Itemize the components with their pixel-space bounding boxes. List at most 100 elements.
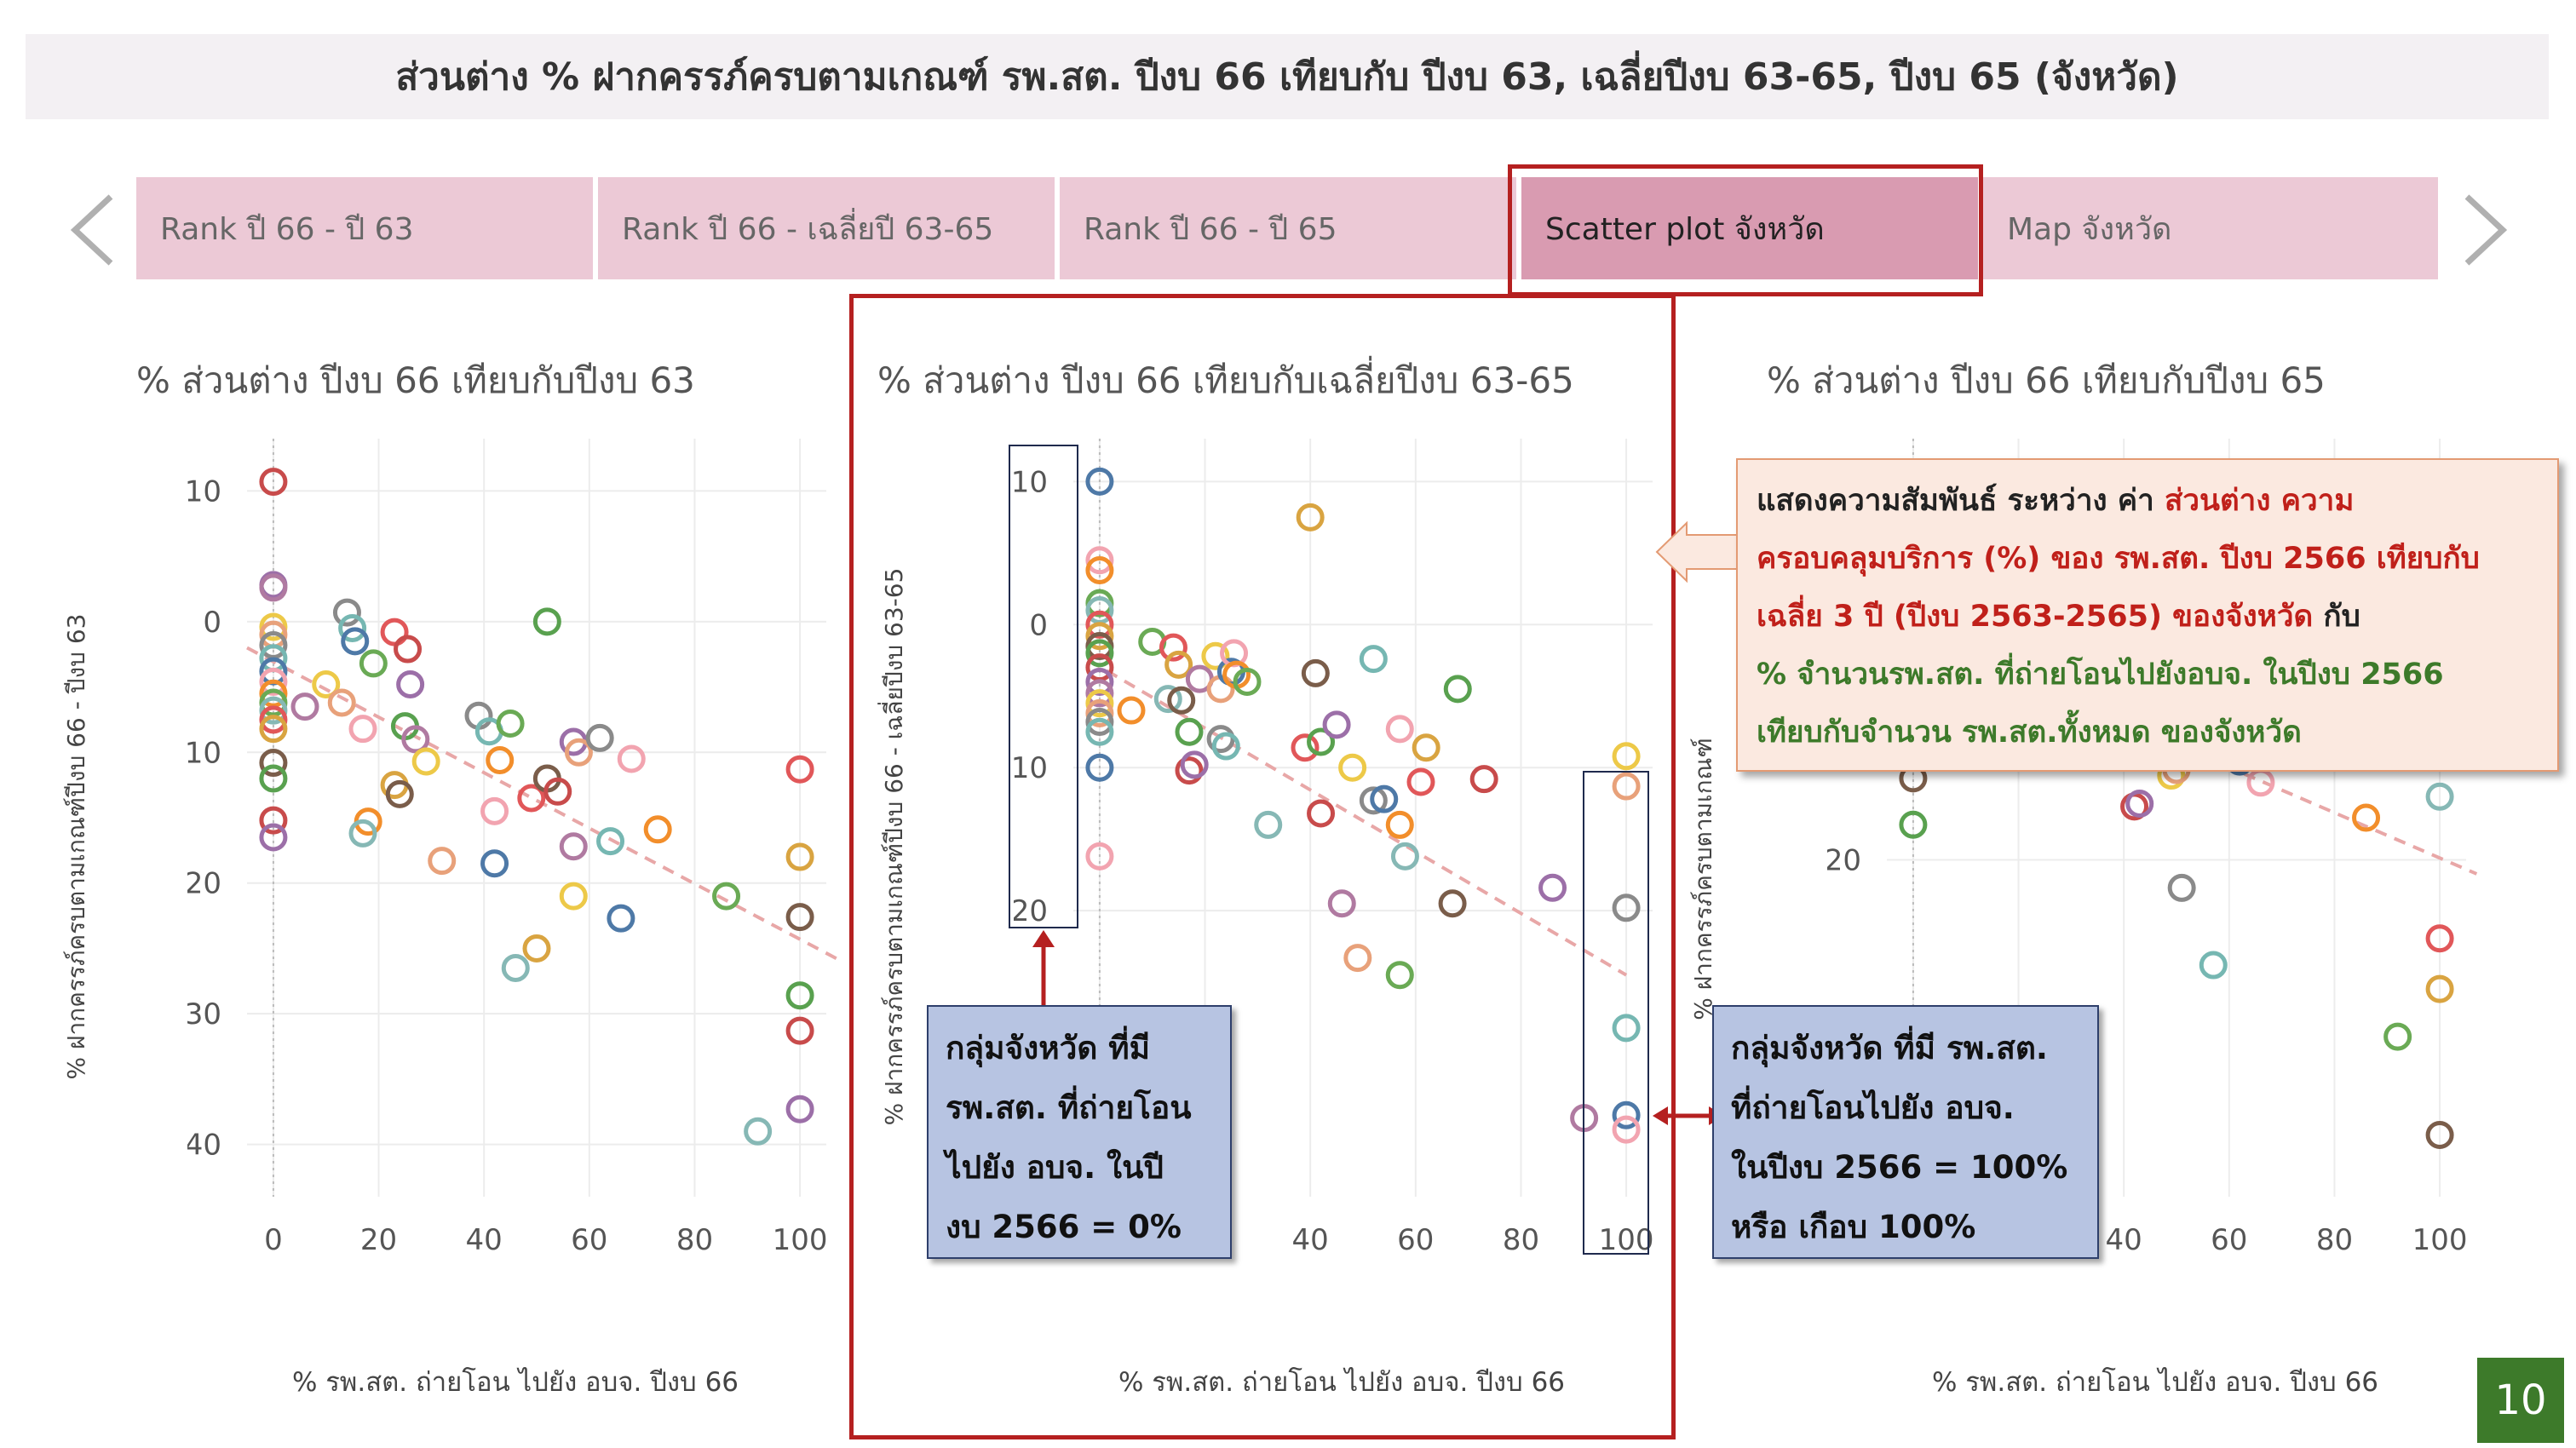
scatter-point bbox=[1085, 717, 1114, 746]
scatter-point bbox=[2425, 782, 2454, 811]
scatter-point bbox=[428, 847, 457, 876]
y-tick-label: -10 bbox=[187, 736, 221, 770]
scatter-point bbox=[259, 688, 288, 717]
scatter-point bbox=[785, 981, 814, 1010]
scatter-point bbox=[1085, 667, 1114, 696]
chart-1-title: % ส่วนต่าง ปีงบ 66 เทียบกับปีงบ 63 bbox=[136, 359, 695, 401]
scatter-point bbox=[1443, 675, 1472, 704]
scatter-point bbox=[396, 669, 425, 698]
scatter-point bbox=[1085, 842, 1114, 871]
scatter-point bbox=[1327, 889, 1356, 918]
scatter-point bbox=[259, 705, 288, 734]
scatter-point bbox=[486, 745, 515, 774]
scatter-point bbox=[2425, 924, 2454, 953]
scatter-point bbox=[401, 725, 430, 754]
y-tick-label: 0 bbox=[1029, 608, 1048, 642]
scatter-point bbox=[1307, 727, 1336, 756]
x-tick-label: 100 bbox=[773, 1223, 828, 1256]
scatter-point bbox=[480, 849, 509, 878]
scatter-point bbox=[348, 715, 377, 744]
scatter-point bbox=[341, 627, 370, 656]
scatter-point bbox=[2383, 1022, 2412, 1051]
y-tick-label: 10 bbox=[1014, 465, 1048, 499]
page-number-badge: 10 bbox=[2477, 1358, 2564, 1443]
x-tick-label: 40 bbox=[1292, 1223, 1329, 1256]
scatter-point bbox=[2352, 803, 2381, 832]
tab-rank-66-avg-63-65[interactable]: Rank ปี 66 - เฉลี่ยปี 63-65 bbox=[598, 177, 1055, 279]
chart-1-x-axis-title: % รพ.สต. ถ่ายโอน ไปยัง อบจ. ปีงบ 66 bbox=[291, 1367, 739, 1398]
tab-map-province[interactable]: Map จังหวัด bbox=[1983, 177, 2438, 279]
scatter-point bbox=[1296, 503, 1325, 532]
scatter-point bbox=[1412, 733, 1440, 762]
y-tick-label: -20 bbox=[1827, 843, 1861, 877]
chart-2-x-axis-title: % รพ.สต. ถ่ายโอน ไปยัง อบจ. ปีงบ 66 bbox=[1118, 1367, 1566, 1398]
scatter-point bbox=[480, 796, 509, 825]
chart-3-title: % ส่วนต่าง ปีงบ 66 เทียบกับปีงบ 65 bbox=[1767, 359, 2326, 401]
scatter-point bbox=[1359, 645, 1388, 674]
trend-line bbox=[246, 646, 843, 963]
chevron-left-icon[interactable] bbox=[66, 192, 121, 268]
scatter-point bbox=[1085, 622, 1114, 651]
x-tick-label: 60 bbox=[571, 1223, 607, 1256]
zero-transfer-group-box bbox=[1009, 445, 1078, 928]
full-transfer-group-box bbox=[1583, 771, 1649, 1255]
scatter-point bbox=[617, 744, 646, 773]
scatter-point bbox=[1153, 685, 1182, 714]
x-tick-label: 100 bbox=[1599, 1223, 1654, 1256]
scatter-point bbox=[607, 904, 635, 933]
scatter-point bbox=[338, 614, 367, 642]
scatter-point bbox=[359, 649, 388, 678]
tab-rank-66-65[interactable]: Rank ปี 66 - ปี 65 bbox=[1060, 177, 1516, 279]
scatter-point bbox=[1406, 767, 1435, 796]
scatter-point bbox=[1233, 667, 1262, 696]
scatter-point bbox=[259, 823, 288, 852]
scatter-point bbox=[1085, 546, 1114, 575]
scatter-point bbox=[1085, 679, 1114, 708]
scatter-point bbox=[290, 692, 319, 721]
scatter-point bbox=[785, 1095, 814, 1123]
scatter-point bbox=[259, 667, 288, 696]
scatter-point bbox=[785, 755, 814, 784]
x-tick-label: 100 bbox=[2412, 1223, 2468, 1256]
scatter-point bbox=[327, 688, 356, 717]
tab-scatter-plot-province[interactable]: Scatter plot จังหวัด bbox=[1521, 177, 1978, 279]
scatter-point bbox=[259, 806, 288, 835]
scatter-point bbox=[785, 903, 814, 932]
scatter-point bbox=[1390, 842, 1419, 871]
scatter-point bbox=[259, 630, 288, 659]
chevron-right-icon[interactable] bbox=[2457, 192, 2511, 268]
chart-1-y-axis-title: % ฝากครรภ์ครบตามเกณฑ์ปีงบ 66 - ปีงบ 63 bbox=[62, 613, 90, 1080]
y-tick-label: -10 bbox=[1014, 751, 1048, 785]
scatter-point bbox=[1322, 710, 1351, 739]
relationship-callout: แสดงความสัมพันธ์ ระหว่าง ค่า ส่วนต่าง คว… bbox=[1736, 458, 2559, 772]
scatter-point bbox=[1085, 555, 1114, 584]
y-tick-label: -20 bbox=[1014, 894, 1048, 928]
trend-line bbox=[2149, 732, 2478, 876]
x-tick-label: 60 bbox=[1397, 1223, 1434, 1256]
scatter-point bbox=[2125, 790, 2154, 819]
scatter-point bbox=[1612, 742, 1641, 771]
x-tick-label: 40 bbox=[2106, 1223, 2142, 1256]
scatter-point bbox=[643, 815, 672, 844]
scatter-point bbox=[1159, 633, 1187, 662]
scatter-point bbox=[259, 612, 288, 641]
page-title-bar: ส่วนต่าง % ฝากครรภ์ครบตามเกณฑ์ รพ.สต. ปี… bbox=[26, 34, 2549, 119]
scatter-point bbox=[2425, 974, 2454, 1003]
scatter-point bbox=[332, 598, 361, 627]
scatter-point bbox=[1175, 756, 1204, 785]
scatter-point bbox=[1301, 658, 1330, 687]
scatter-point bbox=[1612, 772, 1641, 801]
x-tick-label: 40 bbox=[466, 1223, 503, 1256]
scatter-point bbox=[1180, 750, 1209, 779]
scatter-point bbox=[559, 832, 588, 861]
tab-rank-66-63[interactable]: Rank ปี 66 - ปี 63 bbox=[136, 177, 593, 279]
scatter-point bbox=[1085, 467, 1114, 496]
scatter-point bbox=[522, 934, 551, 962]
scatter-point bbox=[1206, 725, 1235, 754]
scatter-point bbox=[1370, 784, 1399, 813]
scatter-point bbox=[501, 953, 530, 982]
x-tick-label: 60 bbox=[2211, 1223, 2247, 1256]
scatter-point bbox=[744, 1117, 773, 1146]
scatter-point bbox=[1612, 1100, 1641, 1129]
